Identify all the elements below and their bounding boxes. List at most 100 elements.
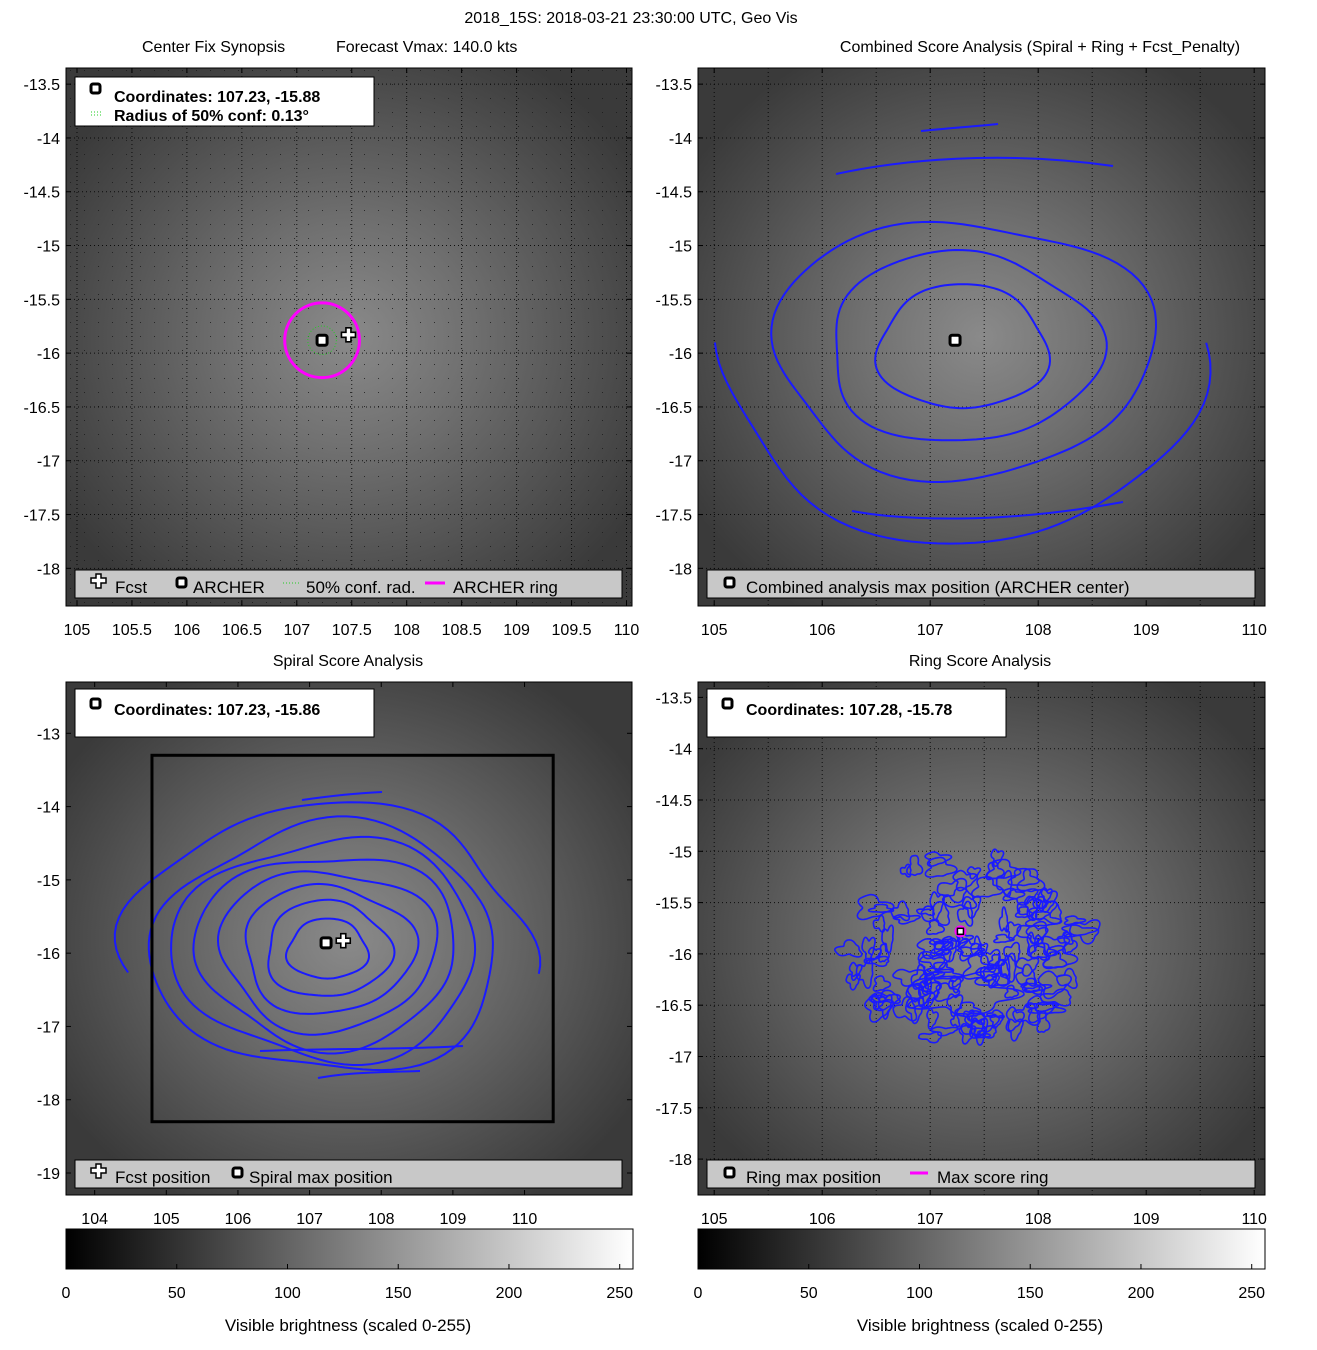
contour-line	[851, 501, 1124, 520]
ring-contour	[872, 914, 886, 933]
y-tick-label: -14.5	[656, 185, 693, 202]
y-tick-label: -16	[37, 346, 60, 363]
ring-contour	[892, 914, 921, 925]
ring-contour	[946, 993, 964, 1018]
ring-contour	[960, 1019, 986, 1039]
ring-contour	[1021, 977, 1041, 993]
ring-title: Ring Score Analysis	[909, 653, 1051, 670]
x-tick-label: 109	[440, 1211, 467, 1228]
ring-contour	[941, 886, 978, 910]
ring-contour	[949, 1013, 961, 1028]
y-tick-label: -13.5	[656, 77, 693, 94]
combined-contours	[713, 123, 1212, 545]
contour-line	[770, 220, 1158, 483]
y-tick-label: -13.5	[24, 77, 61, 94]
ring-contour	[856, 893, 895, 921]
ring-contour	[971, 876, 1004, 898]
y-tick-label: -18	[37, 1093, 60, 1110]
colorbar-tick-label: 50	[168, 1285, 186, 1302]
plot-frame	[697, 67, 1266, 607]
colorbar-tick-label: 50	[800, 1285, 818, 1302]
ring-contour	[986, 858, 1022, 880]
x-tick-label: 108.5	[442, 622, 482, 639]
ring-score-contours	[834, 848, 1101, 1046]
contour-line	[216, 870, 439, 1036]
x-tick-label: 108	[393, 622, 420, 639]
contour-line	[267, 898, 396, 997]
colorbar-tick-label: 100	[274, 1285, 301, 1302]
y-tick-label: -18	[669, 1152, 692, 1169]
spiral-marker-icon	[89, 697, 102, 710]
y-tick-label: -16.5	[656, 998, 693, 1015]
ring-contour	[977, 942, 989, 957]
satellite-image	[698, 682, 1265, 1195]
y-tick-label: -16	[37, 946, 60, 963]
ring-contour	[989, 1013, 1004, 1029]
y-tick-label: -14	[37, 800, 60, 817]
ring-contour	[956, 900, 974, 927]
x-tick-label: 108	[1025, 1211, 1052, 1228]
ring-markers	[954, 925, 967, 938]
y-tick-label: -17	[669, 454, 692, 471]
colorbar-tick-label: 0	[62, 1285, 71, 1302]
x-tick-label: 109.5	[552, 622, 592, 639]
axis-ticks: -13.5 -14 -14.5 -15 -15.5 -16 -16.5 -17 -17.5 -18…	[656, 68, 1267, 639]
ring-contour	[998, 906, 1010, 933]
ring-contour	[918, 954, 946, 977]
ring-contour	[952, 869, 978, 892]
colorbar-right: 0 50 100 150 200 250 Visible brightness (scal…	[694, 1228, 1266, 1335]
x-tick-label: 109	[503, 622, 530, 639]
center-marker-icon	[723, 576, 736, 589]
y-tick-label: -17.5	[24, 508, 61, 525]
fcst-marker	[335, 932, 352, 949]
y-tick-label: -16	[669, 346, 692, 363]
ring-contour	[1035, 899, 1049, 912]
ring-contour	[1012, 1002, 1040, 1027]
ring-contour	[957, 937, 981, 962]
ring-contour	[970, 1025, 997, 1039]
combined-markers	[948, 333, 962, 347]
ring-contour	[936, 877, 968, 904]
legend-spiral-max: Spiral max position	[249, 1168, 393, 1187]
y-tick-label: -14	[669, 742, 692, 759]
ring-contour	[1039, 988, 1072, 1007]
ring-contour	[970, 935, 984, 958]
ring-contour	[1069, 919, 1101, 945]
axis-ticks: -13.5 -14 -14.5 -15 -15.5 -16 -16.5 -17 -17.5 -18…	[656, 682, 1267, 1228]
archer-ring	[283, 301, 361, 380]
contour-line	[713, 342, 1212, 545]
ring-contour	[1063, 915, 1087, 926]
plot-frame	[697, 681, 1266, 1196]
colorbar-tick-label: 0	[694, 1285, 703, 1302]
y-tick-label: -17.5	[656, 508, 693, 525]
ring-contour	[1016, 868, 1046, 893]
panel-spiral: Spiral Score Analysis Coordinates: 107.2…	[37, 653, 633, 1228]
colorbar-left: 0 50 100 150 200 250 Visible brightness (scal…	[62, 1228, 634, 1335]
ring-contour	[1037, 970, 1073, 1000]
x-tick-label: 110	[512, 1211, 538, 1228]
legend-box	[706, 569, 1256, 599]
legend-ring: ARCHER ring	[453, 578, 558, 597]
y-tick-label: -18	[37, 561, 60, 578]
y-tick-label: -14.5	[24, 185, 61, 202]
x-tick-label: 107	[917, 1211, 944, 1228]
contour-line	[835, 248, 1108, 442]
y-tick-label: -13	[37, 726, 60, 743]
ring-contour	[958, 1023, 977, 1045]
colorbar-label: Visible brightness (scaled 0-255)	[225, 1316, 471, 1335]
ring-contour	[872, 975, 892, 992]
ring-contour	[1007, 867, 1040, 887]
x-tick-label: 105	[153, 1211, 180, 1228]
ring-contour	[1005, 1006, 1026, 1032]
ring-contour	[1005, 921, 1022, 941]
ring-contour	[1004, 984, 1020, 999]
colorbar-label: Visible brightness (scaled 0-255)	[857, 1316, 1103, 1335]
fcst-marker	[340, 327, 357, 343]
ring-contour	[997, 952, 1017, 983]
ring-contour	[1056, 967, 1078, 989]
colorbar-ticks: 0 50 100 150 200 250	[62, 1264, 633, 1302]
legend-combined: Combined analysis max position (ARCHER c…	[746, 578, 1130, 597]
y-tick-label: -19	[37, 1166, 60, 1183]
ring-contour	[966, 866, 982, 880]
ring-contour	[1014, 906, 1034, 919]
